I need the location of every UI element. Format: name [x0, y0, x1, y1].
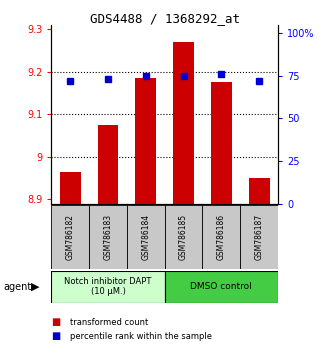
Bar [89, 205, 127, 269]
Text: ■: ■ [51, 331, 61, 341]
Bar [135, 78, 156, 204]
Text: ■: ■ [51, 317, 61, 327]
Text: percentile rank within the sample: percentile rank within the sample [70, 332, 212, 341]
Bar [249, 178, 269, 204]
Text: ▶: ▶ [30, 282, 39, 292]
Text: transformed count: transformed count [70, 318, 148, 327]
Bar [165, 271, 278, 303]
Text: DMSO control: DMSO control [190, 282, 252, 291]
Bar [240, 205, 278, 269]
Bar [51, 271, 165, 303]
Text: Notch inhibitor DAPT
(10 μM.): Notch inhibitor DAPT (10 μM.) [64, 277, 152, 296]
Bar [203, 205, 240, 269]
Bar [98, 125, 118, 204]
Bar [165, 205, 203, 269]
Text: GDS4488 / 1368292_at: GDS4488 / 1368292_at [90, 12, 241, 25]
Bar [211, 82, 232, 204]
Text: agent: agent [3, 282, 31, 292]
Text: GSM786186: GSM786186 [217, 214, 226, 260]
Text: GSM786182: GSM786182 [66, 214, 75, 260]
Text: GSM786184: GSM786184 [141, 214, 150, 260]
Bar [173, 42, 194, 204]
Text: GSM786183: GSM786183 [104, 214, 113, 260]
Bar [51, 205, 89, 269]
Bar [60, 172, 80, 204]
Text: GSM786185: GSM786185 [179, 214, 188, 260]
Text: GSM786187: GSM786187 [255, 214, 264, 260]
Bar [127, 205, 165, 269]
